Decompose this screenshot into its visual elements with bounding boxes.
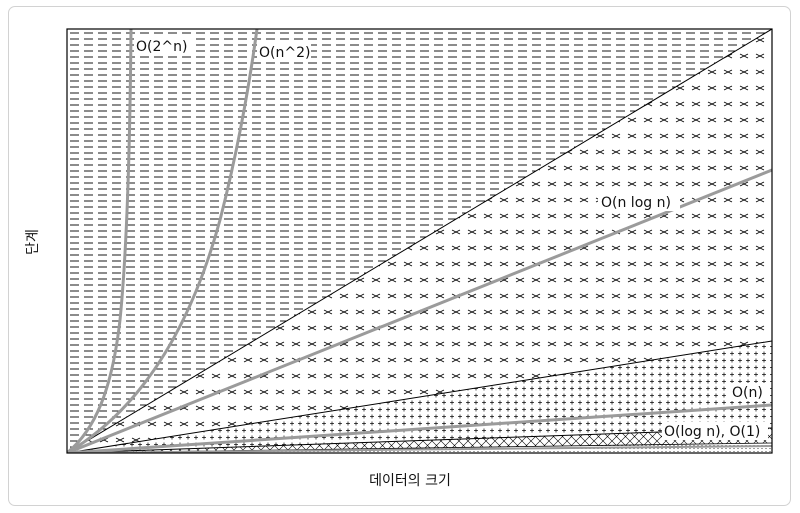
curve-exp: [67, 29, 133, 453]
label-nlogn: O(n log n): [601, 195, 671, 211]
curve-nlogn: [67, 168, 772, 453]
boundary-line-upper: [67, 29, 772, 453]
label-log-const: O(log n), O(1): [664, 424, 760, 440]
plot-frame: [66, 28, 773, 454]
x-axis-label: 데이터의 크기: [369, 473, 451, 489]
y-axis-label: 단계: [25, 229, 41, 255]
curve-quad: [67, 29, 259, 453]
boundary-line-middle: [67, 340, 772, 453]
label-linear: O(n): [732, 385, 763, 401]
curve-linear: [67, 403, 772, 453]
label-exp: O(2^n): [136, 39, 187, 55]
label-quad: O(n^2): [259, 45, 310, 61]
boundary-line-lower: [67, 427, 772, 453]
curve-log-const: [67, 445, 772, 453]
